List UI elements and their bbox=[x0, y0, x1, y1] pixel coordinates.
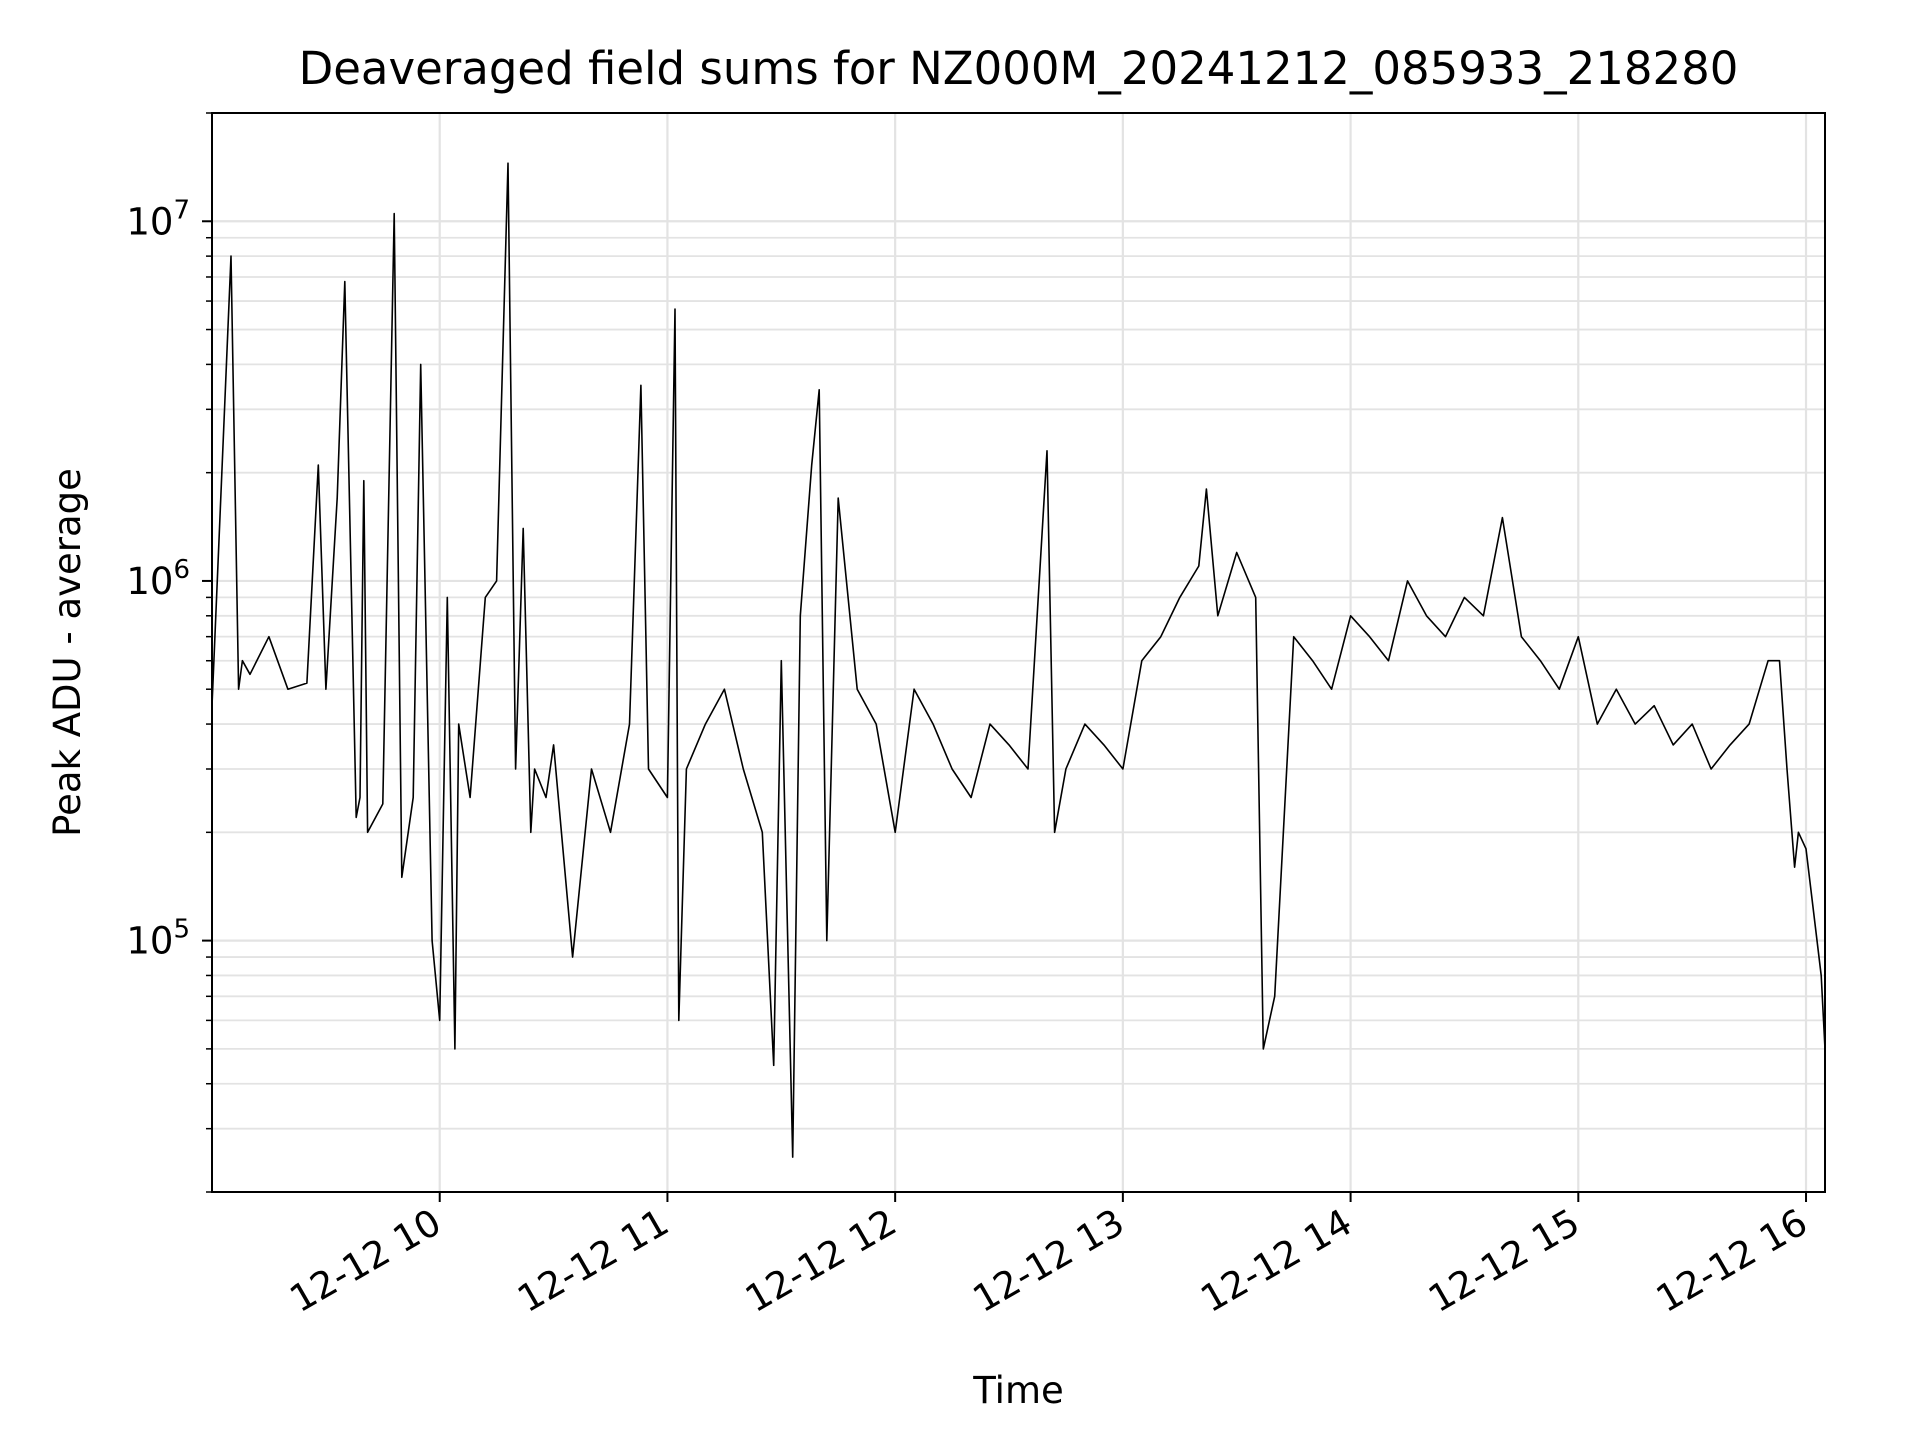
y-axis: 105 106 107 bbox=[126, 112, 212, 1193]
x-axis-label: Time bbox=[972, 1369, 1064, 1412]
series-line bbox=[211, 162, 1826, 1158]
y-tick-label: 106 bbox=[126, 555, 190, 603]
chart-title: Deaveraged field sums for NZ000M_2024121… bbox=[299, 42, 1739, 95]
axes-frame bbox=[211, 112, 1826, 1193]
y-tick-label: 105 bbox=[126, 915, 190, 963]
y-axis-label: Peak ADU - average bbox=[46, 468, 89, 837]
y-tick-label: 107 bbox=[126, 195, 190, 243]
plot-area bbox=[211, 162, 1826, 1158]
